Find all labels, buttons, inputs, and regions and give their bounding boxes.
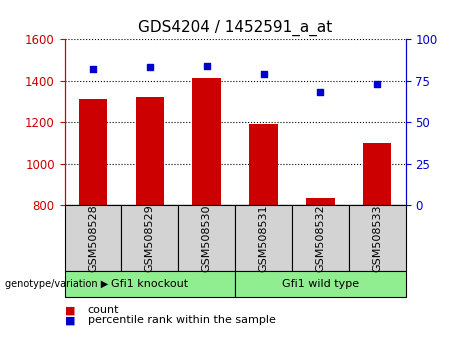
Text: Gfi1 wild type: Gfi1 wild type [282,279,359,289]
Bar [79,99,107,205]
Point [89,66,97,72]
Text: ■: ■ [65,315,75,325]
Text: GSM508532: GSM508532 [315,204,325,272]
Bar [306,198,335,205]
Point [317,89,324,95]
Point [373,81,381,87]
Text: GSM508530: GSM508530 [201,204,212,272]
Bar [136,97,164,205]
Text: count: count [88,306,119,315]
Text: GSM508533: GSM508533 [372,204,382,272]
Bar [363,143,391,205]
Text: GSM508529: GSM508529 [145,204,155,272]
Text: Gfi1 knockout: Gfi1 knockout [111,279,189,289]
Point [260,71,267,77]
Text: percentile rank within the sample: percentile rank within the sample [88,315,276,325]
Bar [249,124,278,205]
Text: genotype/variation ▶: genotype/variation ▶ [5,279,108,289]
Point [146,64,154,70]
Title: GDS4204 / 1452591_a_at: GDS4204 / 1452591_a_at [138,20,332,36]
Bar [193,79,221,205]
Text: GSM508531: GSM508531 [259,204,269,272]
Text: ■: ■ [65,306,75,315]
Text: GSM508528: GSM508528 [88,204,98,272]
Point [203,63,210,68]
